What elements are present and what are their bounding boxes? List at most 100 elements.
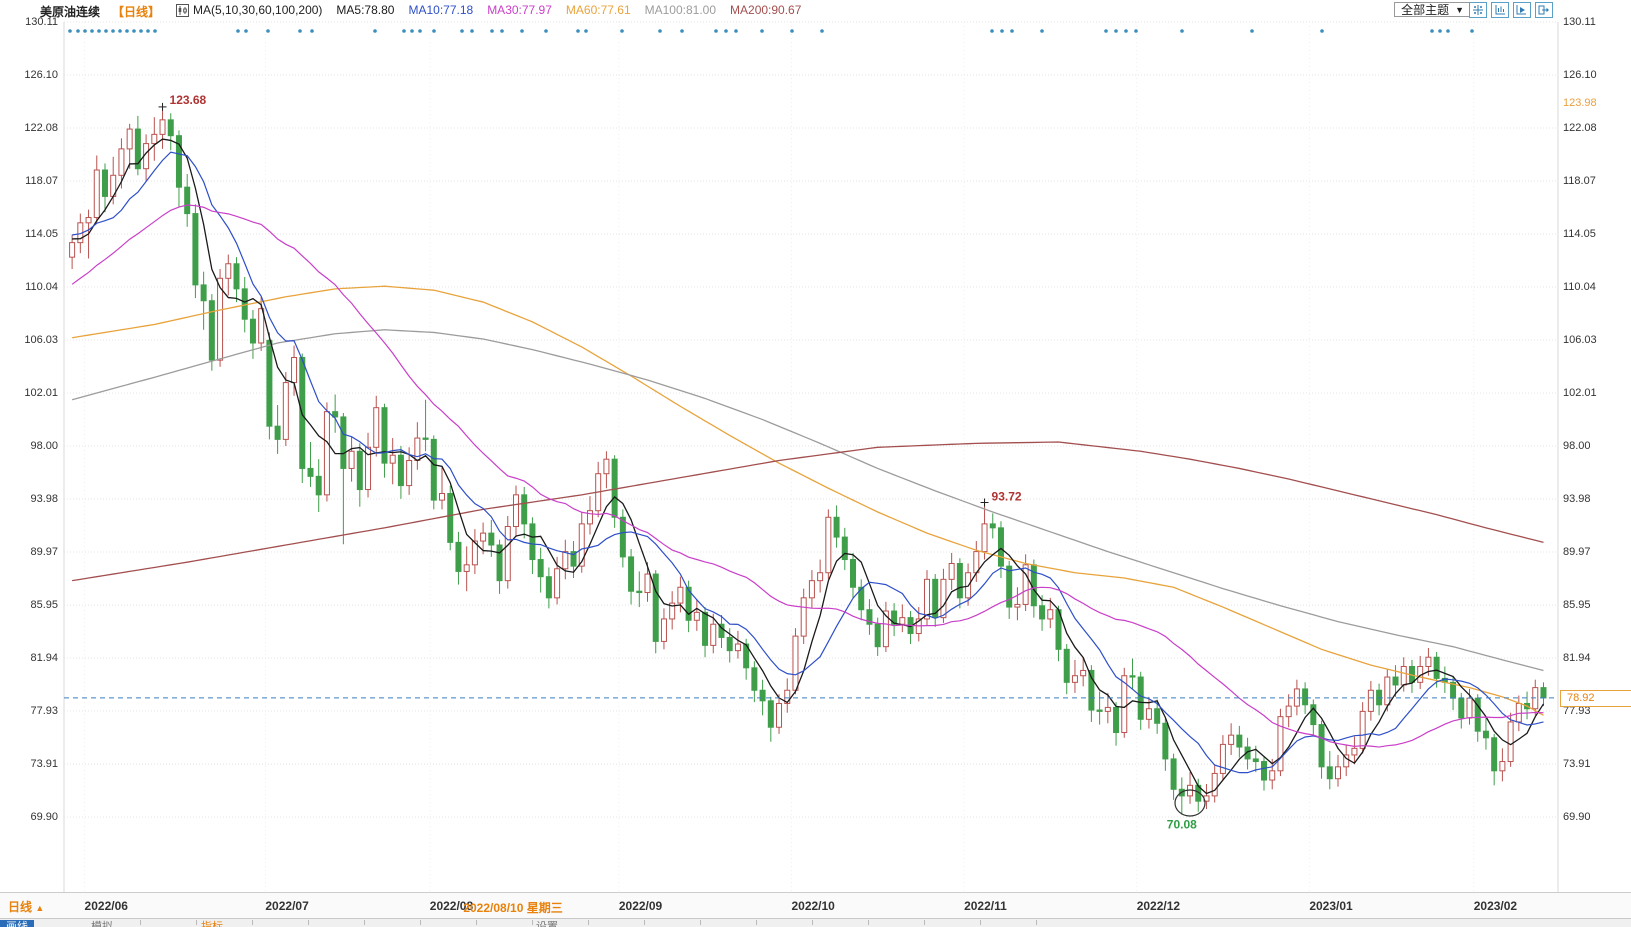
y-axis-label: 126.10 xyxy=(24,68,58,81)
theme-dropdown-label: 全部主题 xyxy=(1401,3,1450,17)
ma-value-ma10: MA10:77.18 xyxy=(408,3,474,17)
ma60-line xyxy=(72,285,1544,716)
last-price-badge: 78.92 xyxy=(1560,689,1631,707)
x-axis-label: 2023/01 xyxy=(1309,899,1353,913)
y-axis-label: 89.97 xyxy=(1563,546,1591,558)
y-axis-label: 122.08 xyxy=(24,122,58,135)
chevron-up-icon: ▲ xyxy=(35,903,45,913)
axis-scale-right-icon xyxy=(1516,5,1526,15)
y-axis-label: 118.07 xyxy=(25,174,58,187)
pan-right-icon xyxy=(1538,5,1549,15)
y-axis-label: 89.97 xyxy=(30,546,58,558)
x-axis-label: 2022/09 xyxy=(618,899,663,913)
strip-tick xyxy=(476,920,477,925)
y-axis-label: 102.01 xyxy=(1563,387,1597,400)
strip-tick xyxy=(924,920,925,925)
strip-tick xyxy=(868,920,869,925)
ma-param-label: MA(5,10,30,60,100,200) xyxy=(193,3,323,17)
y-axis-label: 110.04 xyxy=(25,281,58,293)
ma100-line xyxy=(71,329,1544,672)
ma5-line xyxy=(72,138,1545,795)
y-axis-label: 69.90 xyxy=(30,811,58,823)
bottom-tab-4[interactable]: 设置 xyxy=(536,921,558,927)
strip-tick xyxy=(420,920,421,925)
strip-tick xyxy=(644,920,645,925)
bottom-tab-2[interactable]: 模拟 xyxy=(91,921,113,927)
indicator-kline-icon[interactable] xyxy=(176,4,189,17)
y-axis-label: 106.03 xyxy=(24,333,58,346)
y-axis-label: 126.10 xyxy=(1563,68,1597,81)
pan-right-button[interactable] xyxy=(1535,2,1553,18)
high-price-annotation: 123.68 xyxy=(170,93,207,107)
y-axis-label: 118.07 xyxy=(1563,174,1596,187)
low-price-annotation: 70.08 xyxy=(1167,818,1197,832)
theme-dropdown[interactable]: 全部主题 ▼ xyxy=(1394,2,1471,17)
event-marker-dots[interactable] xyxy=(68,29,1474,33)
bottom-tab-1[interactable]: 画线 xyxy=(0,920,34,927)
ma-value-ma200: MA200:90.67 xyxy=(730,3,802,17)
strip-tick xyxy=(588,920,589,925)
gridlines xyxy=(64,21,1558,892)
ma30-line xyxy=(71,204,1544,748)
ma-value-ma60: MA60:77.61 xyxy=(565,3,631,17)
y-axis-label: 85.95 xyxy=(30,599,58,612)
ma200-line xyxy=(72,441,1544,582)
y-axis-label: 93.98 xyxy=(1563,493,1591,506)
ma-value-ma30: MA30:77.97 xyxy=(487,3,552,17)
strip-tick xyxy=(252,920,253,925)
period-tag: 【日线】 xyxy=(112,5,161,19)
y-axis-label: 114.05 xyxy=(25,228,58,241)
x-axis-label: 2022/07 xyxy=(265,899,309,913)
period-selector-label: 日线 xyxy=(8,900,33,914)
y-axis-label: 81.94 xyxy=(30,652,58,665)
axis-scale-left-icon xyxy=(1495,5,1505,15)
y-axis-label: 98.00 xyxy=(1563,439,1591,452)
ma-legend: MA(5,10,30,60,100,200) MA5:78.80 MA10:77.1… xyxy=(193,3,801,17)
y-axis-label: 77.93 xyxy=(30,704,58,717)
y-axis-label: 130.11 xyxy=(1563,16,1596,28)
x-axis-label: 2022/08 xyxy=(429,899,474,913)
x-axis-label: 2022/06 xyxy=(84,899,128,913)
y-axis-label: 102.01 xyxy=(24,387,58,400)
axis-scale-left-button[interactable] xyxy=(1491,2,1509,18)
x-axis-bar: 日线 ▲ 2022/06 2022/07 2022/08 2022/09 2022/10… xyxy=(0,892,1631,919)
y-axis-label: 114.05 xyxy=(1563,228,1596,241)
candlestick-series xyxy=(69,106,1547,815)
x-axis-label: 2023/02 xyxy=(1473,899,1518,913)
y-axis-label: 122.08 xyxy=(1563,122,1597,135)
ma-value-ma5: MA5:78.80 xyxy=(336,3,395,17)
y-axis-label: 69.90 xyxy=(1563,811,1591,823)
x-axis-label: 2022/12 xyxy=(1136,899,1181,913)
swing-high-annotation: 93.72 xyxy=(992,489,1022,503)
symbol-title: 美原油连续 xyxy=(40,5,101,19)
period-high-axis-label: 123.98 xyxy=(1563,96,1597,109)
x-axis-label: 2022/11 xyxy=(964,899,1007,913)
bottom-tab-3[interactable]: 指标 xyxy=(201,921,223,927)
strip-tick xyxy=(812,920,813,925)
strip-tick xyxy=(532,920,533,925)
strip-tick xyxy=(980,920,981,925)
y-axis-label: 106.03 xyxy=(1563,333,1597,346)
axis-scale-right-button[interactable] xyxy=(1513,2,1531,18)
strip-tick xyxy=(700,920,701,925)
chart-header: 美原油连续 【日线】 MA(5,10,30,60,100,200) MA5:78.… xyxy=(0,0,1631,22)
y-axis-label: 81.94 xyxy=(1563,652,1591,665)
ma10-line xyxy=(72,151,1544,774)
strip-tick xyxy=(140,920,141,925)
period-selector[interactable]: 日线 ▲ xyxy=(8,898,44,915)
y-axis-label: 110.04 xyxy=(1563,281,1596,293)
y-axis-label: 85.95 xyxy=(1563,599,1591,612)
drawn-ellipse-annotation[interactable] xyxy=(1174,789,1206,817)
pan-crosshair-button[interactable] xyxy=(1469,2,1487,18)
strip-tick xyxy=(196,920,197,925)
strip-tick xyxy=(308,920,309,925)
x-axis-label: 2022/10 xyxy=(791,899,835,913)
y-axis-label: 130.11 xyxy=(25,16,58,28)
y-axis-label: 98.00 xyxy=(30,439,58,452)
crosshair-date-label: 2022/08/10 星期三 xyxy=(463,901,563,915)
y-axis-label: 73.91 xyxy=(30,758,58,771)
y-axis-label: 73.91 xyxy=(1563,758,1591,771)
y-axis-label: 93.98 xyxy=(30,493,58,506)
